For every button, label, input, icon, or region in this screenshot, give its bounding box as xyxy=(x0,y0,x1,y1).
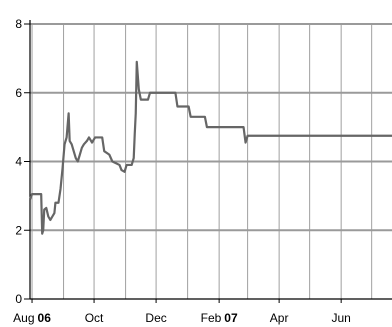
x-tick-label: Jun xyxy=(331,311,350,325)
y-tick-label: 2 xyxy=(15,223,22,237)
x-tick-label: Aug 06 xyxy=(13,311,51,325)
y-tick-label: 4 xyxy=(15,155,22,169)
chart-axes xyxy=(24,20,342,303)
y-tick-labels: 0 2 4 6 8 xyxy=(15,17,22,306)
y-tick-label: 6 xyxy=(15,86,22,100)
x-tick-label: Oct xyxy=(85,311,104,325)
chart-series-group xyxy=(28,60,392,235)
chart-grid xyxy=(30,23,392,300)
y-tick-label: 8 xyxy=(15,17,22,31)
x-tick-label: Feb 07 xyxy=(201,311,238,325)
series-line xyxy=(28,60,392,235)
y-tick-label: 0 xyxy=(15,292,22,306)
x-tick-label: Dec xyxy=(145,311,166,325)
x-tick-label: Apr xyxy=(270,311,289,325)
x-tick-labels: Aug 06 Oct Dec Feb 07 Apr Jun xyxy=(13,311,351,325)
